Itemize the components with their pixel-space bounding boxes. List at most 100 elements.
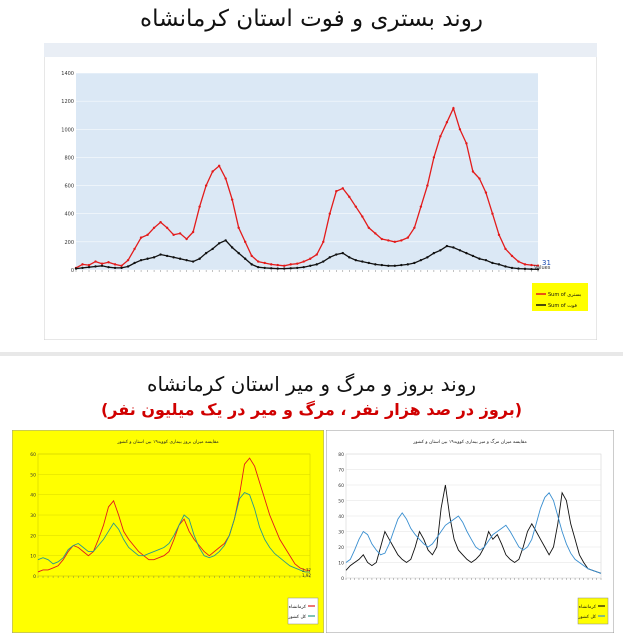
data-point	[387, 239, 390, 242]
data-point	[74, 267, 78, 270]
data-point	[198, 257, 201, 260]
legend-label-death: Sum of فوت	[548, 303, 578, 309]
data-point	[452, 246, 455, 249]
y-tick-label: 1200	[61, 99, 74, 105]
y-tick-label: 70	[338, 468, 344, 474]
data-point	[250, 263, 253, 266]
legend-label-country: کل کشور	[577, 614, 596, 620]
data-point	[230, 246, 234, 249]
data-point	[120, 264, 123, 267]
data-point	[100, 264, 104, 267]
legend: کرمانشاه کل کشور	[287, 597, 319, 625]
series-line-1	[37, 492, 311, 573]
data-point	[458, 249, 462, 252]
data-point	[523, 267, 527, 271]
data-point	[393, 240, 397, 244]
data-point	[81, 263, 84, 266]
data-point	[283, 267, 286, 270]
data-point	[322, 240, 325, 244]
data-point	[107, 265, 110, 269]
data-point	[445, 121, 449, 124]
data-point	[393, 264, 397, 267]
data-point	[517, 260, 520, 263]
y-tick-label: 600	[64, 184, 74, 190]
data-point	[452, 106, 455, 110]
data-point	[276, 263, 279, 267]
hospitalization-death-chart: 0 200 400 600 800 1000 1200 1400 Values Sum of …	[44, 43, 597, 340]
data-point	[374, 263, 377, 266]
legend-label-province: کرمانشاه	[289, 604, 307, 610]
data-point	[380, 237, 384, 241]
data-point	[465, 251, 468, 255]
data-point	[133, 261, 136, 265]
data-point	[126, 265, 130, 268]
incidence-chart-title: مقایسه میزان بروز بیماری کووید۱۹ بین است…	[116, 439, 219, 445]
data-point	[439, 249, 442, 252]
data-point	[237, 251, 240, 255]
data-point	[133, 247, 136, 251]
data-point	[256, 265, 260, 269]
data-point	[504, 265, 507, 268]
data-point	[354, 205, 358, 208]
plot-area	[76, 73, 538, 270]
data-point	[178, 257, 182, 260]
data-point	[270, 263, 273, 266]
data-point	[497, 233, 501, 237]
data-point	[204, 184, 208, 187]
data-point	[361, 215, 364, 218]
data-point	[289, 263, 292, 266]
data-point	[413, 261, 416, 265]
y-tick-label: 60	[338, 483, 344, 489]
y-tick-label: 50	[338, 499, 344, 505]
y-tick-label: 50	[30, 472, 36, 478]
data-point	[146, 233, 149, 237]
data-point	[432, 156, 436, 159]
data-point	[309, 257, 312, 260]
data-point	[471, 254, 475, 258]
y-tick-label: 80	[338, 452, 344, 458]
y-tick-label: 200	[64, 240, 74, 246]
data-point	[224, 177, 227, 180]
series-line-0	[75, 106, 539, 269]
data-point	[165, 254, 169, 258]
data-point	[413, 226, 416, 229]
data-point	[217, 242, 221, 245]
data-point	[510, 266, 514, 270]
last-value-label: 31	[542, 259, 551, 267]
data-point	[191, 230, 195, 234]
data-point	[296, 266, 299, 270]
data-point	[263, 266, 266, 270]
data-point	[270, 267, 273, 270]
data-point	[335, 253, 338, 256]
data-point	[491, 212, 494, 215]
y-tick-label: 40	[30, 493, 36, 499]
data-point	[322, 260, 325, 263]
mortality-chart-title: مقایسه میزان مرگ و میر بیماری کووید۱۹ بی…	[412, 439, 527, 445]
y-tick-label: 800	[64, 155, 74, 161]
incidence-chart: مقایسه میزان بروز بیماری کووید۱۹ بین است…	[12, 430, 324, 633]
data-point	[126, 258, 130, 262]
data-point	[152, 226, 156, 229]
data-point	[185, 237, 188, 241]
data-point	[211, 247, 214, 251]
data-point	[335, 190, 338, 193]
data-point	[152, 256, 156, 259]
legend-label-country: کل کشور	[287, 614, 306, 620]
data-point	[432, 251, 436, 255]
data-point	[263, 261, 266, 265]
y-tick-label: 30	[30, 513, 36, 519]
data-point	[159, 220, 162, 224]
data-point	[185, 258, 188, 262]
data-point	[217, 164, 221, 168]
data-point	[419, 258, 423, 262]
data-point	[204, 251, 208, 255]
data-point	[165, 226, 169, 229]
data-point	[172, 233, 175, 237]
end-label-country: 1.92	[302, 573, 311, 578]
y-tick-label: 60	[30, 452, 36, 458]
data-point	[341, 251, 344, 255]
legend: کرمانشاه کل کشور	[577, 597, 609, 625]
data-point	[224, 239, 227, 242]
y-tick-label: 400	[64, 212, 74, 218]
data-point	[426, 256, 429, 259]
